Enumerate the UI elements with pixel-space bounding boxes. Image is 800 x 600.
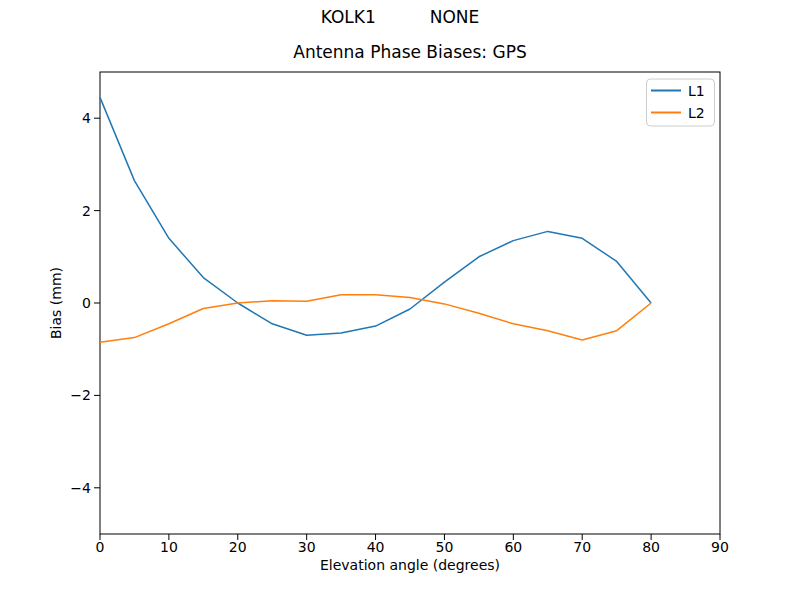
y-tick-label: 4 (82, 110, 91, 126)
axes-title: Antenna Phase Biases: GPS (100, 42, 720, 62)
x-tick-label: 80 (642, 539, 660, 555)
series-line-l1 (100, 97, 651, 335)
x-tick-label: 10 (160, 539, 178, 555)
x-tick-label: 30 (298, 539, 316, 555)
figure-canvas: KOLK1 NONE Antenna Phase Biases: GPS Bia… (0, 0, 800, 600)
y-tick-label: 2 (82, 203, 91, 219)
y-tick-label: −4 (70, 480, 91, 496)
legend-label-l2: L2 (688, 105, 705, 121)
x-tick-label: 0 (96, 539, 105, 555)
y-tick-label: −2 (70, 387, 91, 403)
x-tick-label: 20 (229, 539, 247, 555)
figure-suptitle: KOLK1 NONE (0, 7, 800, 27)
legend: L1 L2 (647, 79, 715, 126)
y-axis-label: Bias (mm) (48, 267, 64, 339)
y-tick-label: 0 (82, 295, 91, 311)
x-tick-label: 40 (367, 539, 385, 555)
axes-frame (100, 72, 720, 534)
series-line-l2 (100, 295, 651, 343)
x-axis-label: Elevation angle (degrees) (100, 557, 720, 573)
x-tick-label: 90 (711, 539, 729, 555)
plot-area: 0 10 20 30 40 50 60 70 80 90 −4 −2 0 2 4 L1 L2 (0, 0, 800, 600)
legend-label-l1: L1 (688, 83, 705, 99)
x-tick-label: 60 (504, 539, 522, 555)
x-tick-label: 70 (573, 539, 591, 555)
x-tick-label: 50 (436, 539, 454, 555)
